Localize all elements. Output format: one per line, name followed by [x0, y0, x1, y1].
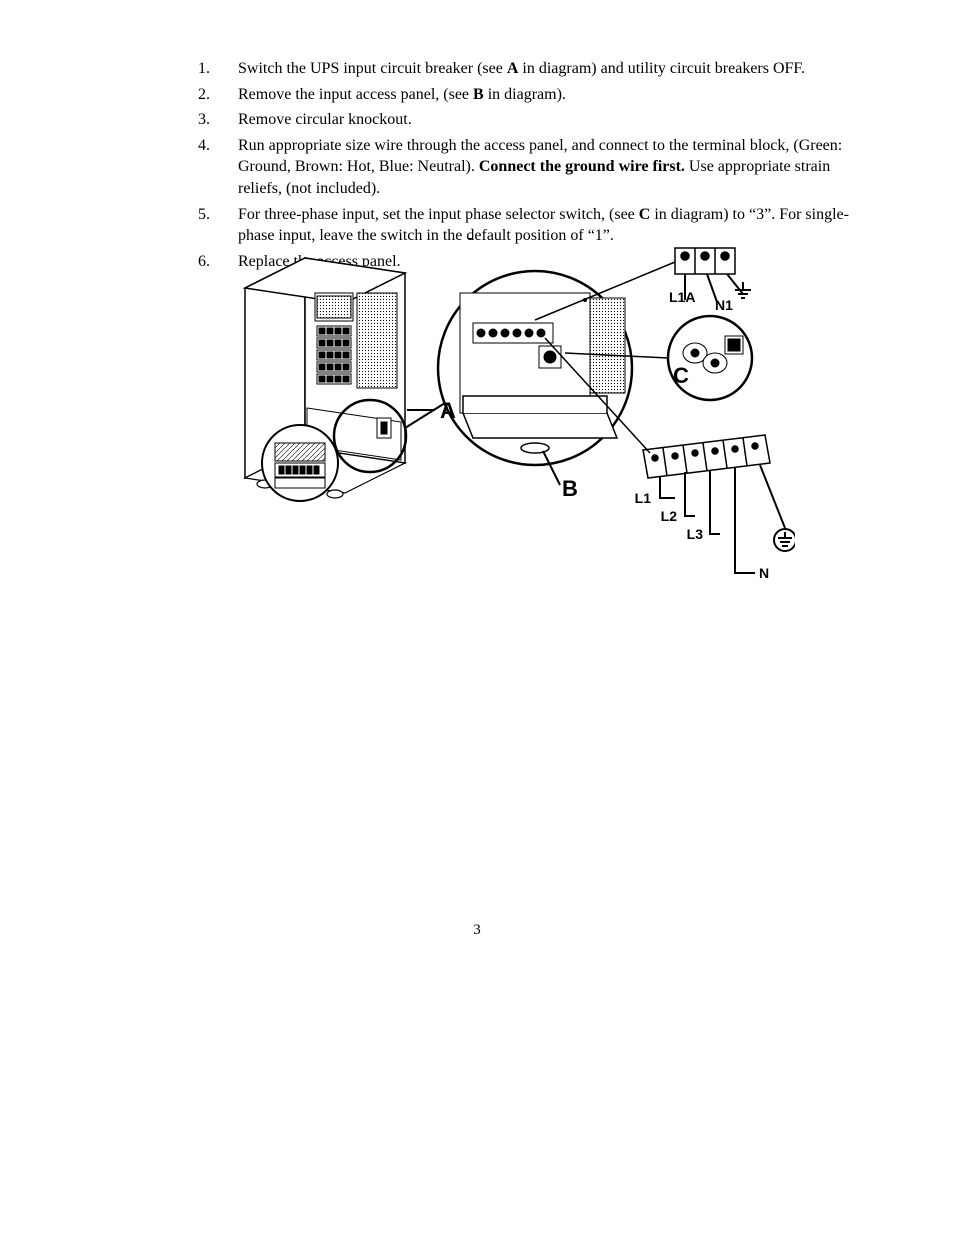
step-ref: B [473, 86, 484, 103]
label-n1: N1 [715, 297, 733, 313]
step-text: Remove the input access panel, (see [238, 86, 473, 103]
label-l3: L3 [687, 526, 704, 542]
label-c: C [673, 363, 689, 388]
step-text: For three-phase input, set the input pha… [238, 206, 639, 223]
step-ref: C [639, 206, 651, 223]
page-number: 3 [0, 922, 954, 939]
page: Switch the UPS input circuit breaker (se… [0, 0, 954, 1235]
label-n: N [759, 565, 769, 581]
label-l1: L1 [635, 490, 652, 506]
step-emph: Connect the ground wire first. [479, 158, 685, 175]
label-l1a: L1A [669, 289, 695, 305]
label-l2: L2 [661, 508, 678, 524]
step-3: Remove circular knockout. [198, 109, 874, 131]
step-text: in diagram) and utility circuit breakers… [518, 60, 805, 77]
step-text: Switch the UPS input circuit breaker (se… [238, 60, 507, 77]
step-text: Remove circular knockout. [238, 111, 412, 128]
step-2: Remove the input access panel, (see B in… [198, 84, 874, 106]
label-b: B [562, 476, 578, 501]
step-ref: A [507, 60, 519, 77]
step-1: Switch the UPS input circuit breaker (se… [198, 58, 874, 80]
step-4: Run appropriate size wire through the ac… [198, 135, 874, 200]
label-a: A [440, 398, 456, 423]
step-text: in diagram). [484, 86, 566, 103]
wiring-diagram: A B C L1A N1 L1 L2 L3 N [235, 238, 795, 598]
